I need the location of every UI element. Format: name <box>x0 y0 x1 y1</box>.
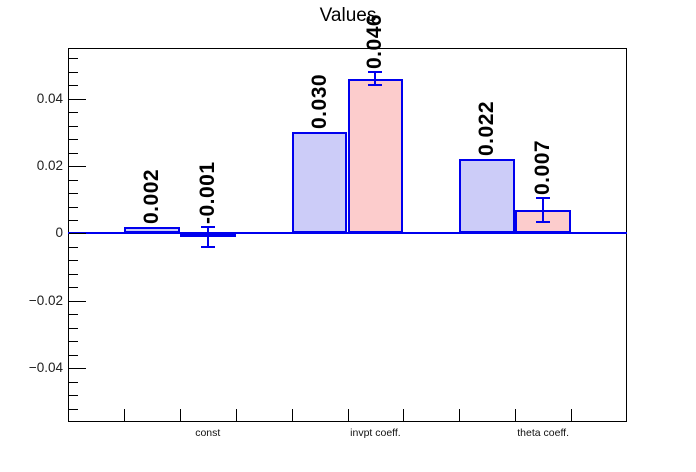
error-bar-cap <box>368 70 383 73</box>
x-tick <box>179 409 181 422</box>
y-tick-label: 0.04 <box>36 90 63 106</box>
x-category-label: const <box>195 427 221 439</box>
x-tick <box>514 409 516 422</box>
y-tick-label: −0.04 <box>28 360 63 376</box>
y-minor-tick <box>69 273 78 275</box>
y-minor-tick <box>69 327 78 329</box>
y-minor-tick <box>69 340 78 342</box>
y-major-tick <box>69 232 86 234</box>
chart-title: Values <box>319 5 377 26</box>
value-label: 0.007 <box>531 140 555 196</box>
y-minor-tick <box>69 179 78 181</box>
x-tick <box>123 409 125 422</box>
y-minor-tick <box>69 408 78 410</box>
y-minor-tick <box>69 152 78 154</box>
y-minor-tick <box>69 125 78 127</box>
value-label: 0.002 <box>139 168 163 224</box>
value-label: 0.030 <box>307 74 331 130</box>
y-minor-tick <box>69 246 78 248</box>
y-major-tick <box>69 98 86 100</box>
y-minor-tick <box>69 206 78 208</box>
value-label: -0.001 <box>195 161 219 224</box>
y-minor-tick <box>69 138 78 140</box>
y-minor-tick <box>69 286 78 288</box>
y-minor-tick <box>69 394 78 396</box>
value-label: 0.046 <box>363 13 387 69</box>
bar <box>347 78 404 234</box>
y-minor-tick <box>69 259 78 261</box>
error-bar-cap <box>200 245 215 248</box>
y-tick-label: 0.02 <box>36 158 63 174</box>
y-minor-tick <box>69 219 78 221</box>
error-bar-line <box>374 71 377 86</box>
y-minor-tick <box>69 313 78 315</box>
error-bar-cap <box>200 225 215 228</box>
bar <box>291 132 348 234</box>
y-minor-tick <box>69 381 78 383</box>
x-category-label: theta coeff. <box>517 427 570 439</box>
bar <box>459 159 516 234</box>
y-major-tick <box>69 367 86 369</box>
error-bar-line <box>206 226 209 247</box>
zero-baseline <box>68 232 627 235</box>
x-tick <box>402 409 404 422</box>
error-bar-cap <box>536 220 551 223</box>
error-bar-line <box>542 198 545 222</box>
x-tick <box>347 409 349 422</box>
y-minor-tick <box>69 111 78 113</box>
y-tick-label: −0.02 <box>28 292 63 308</box>
x-tick <box>458 409 460 422</box>
x-tick <box>235 409 237 422</box>
x-tick <box>291 409 293 422</box>
x-tick <box>570 409 572 422</box>
y-minor-tick <box>69 71 78 73</box>
error-bar-cap <box>368 84 383 87</box>
y-minor-tick <box>69 192 78 194</box>
y-minor-tick <box>69 354 78 356</box>
y-major-tick <box>69 300 86 302</box>
y-minor-tick <box>69 57 78 59</box>
y-minor-tick <box>69 84 78 86</box>
x-category-label: invpt coeff. <box>350 427 401 439</box>
y-major-tick <box>69 165 86 167</box>
error-bar-cap <box>536 197 551 200</box>
y-tick-label: 0 <box>55 225 63 241</box>
value-label: 0.022 <box>475 101 499 157</box>
